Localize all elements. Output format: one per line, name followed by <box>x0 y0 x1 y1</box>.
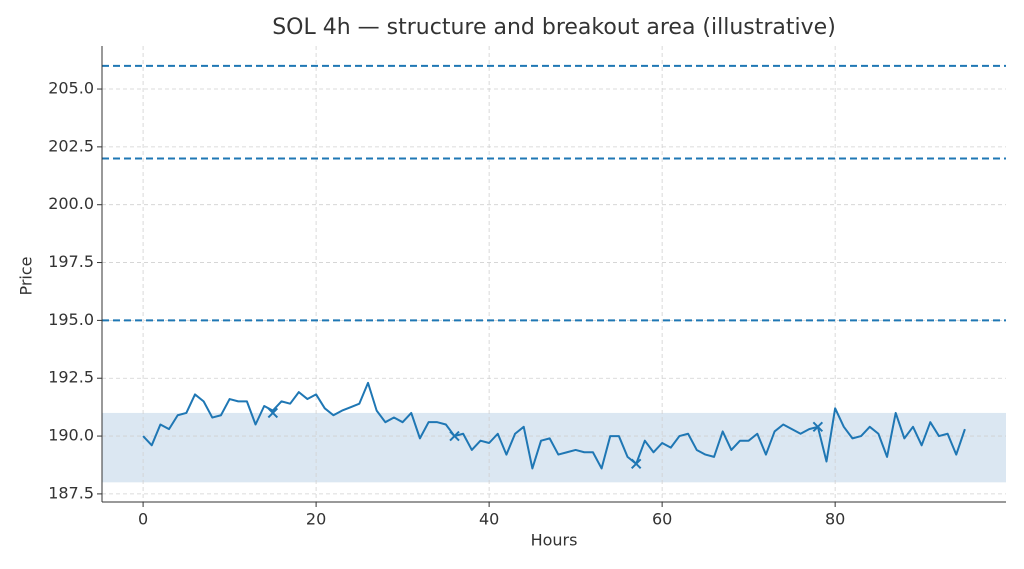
y-axis-label: Price <box>17 256 36 295</box>
x-marker <box>449 430 460 442</box>
y-tick-label: 190.0 <box>48 426 94 445</box>
x-marker <box>630 458 642 470</box>
y-tick-label: 200.0 <box>48 194 94 213</box>
price-line <box>142 381 966 470</box>
x-tick-label: 80 <box>825 510 845 529</box>
x-tick-label: 40 <box>479 510 499 529</box>
x-axis-label: Hours <box>531 531 578 550</box>
x-marker <box>267 407 279 419</box>
x-marker <box>812 421 824 433</box>
y-tick-label: 187.5 <box>48 483 94 502</box>
x-tick-label: 20 <box>306 510 326 529</box>
y-tick-label: 192.5 <box>48 368 94 387</box>
y-tick-label: 202.5 <box>48 136 94 155</box>
y-tick-label: 195.0 <box>48 310 94 329</box>
x-tick-label: 60 <box>652 510 672 529</box>
y-tick-label: 197.5 <box>48 252 94 271</box>
x-tick-label: 0 <box>138 510 148 529</box>
y-tick-label: 205.0 <box>48 79 94 98</box>
chart-title: SOL 4h — structure and breakout area (il… <box>272 15 836 40</box>
